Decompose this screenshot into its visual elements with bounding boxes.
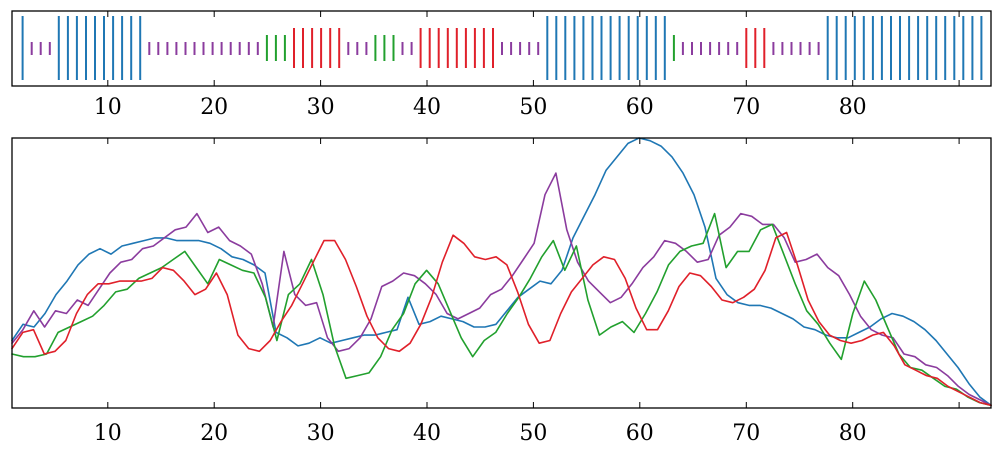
sequence-axis-ticks: 10 20 30 40 50 60 70 80 xyxy=(94,11,960,120)
line-tick-label: 40 xyxy=(413,421,441,446)
line-tick-label: 80 xyxy=(839,421,867,446)
sequence-tick-label: 30 xyxy=(307,95,335,120)
line-tick-label: 70 xyxy=(732,421,760,446)
sequence-tick-label: 10 xyxy=(94,95,122,120)
series-line-red xyxy=(11,231,992,407)
sequence-tick-label: 20 xyxy=(200,95,228,120)
sequence-tick-label: 50 xyxy=(519,95,547,120)
sequence-tick-label: 60 xyxy=(626,95,654,120)
line-axis-ticks: 10 20 30 40 50 60 70 80 xyxy=(94,138,960,446)
sequence-tick-label: 80 xyxy=(839,95,867,120)
line-tick-label: 30 xyxy=(307,421,335,446)
line-tick-label: 60 xyxy=(626,421,654,446)
sequence-marks xyxy=(21,16,983,80)
line-series-group xyxy=(11,137,992,407)
line-tick-label: 10 xyxy=(94,421,122,446)
series-line-blue xyxy=(11,137,992,407)
series-line-purple xyxy=(11,172,992,407)
line-panel-frame xyxy=(11,137,992,409)
sequence-panel-frame xyxy=(11,10,992,87)
line-panel: 10 20 30 40 50 60 70 80 xyxy=(11,137,992,446)
sequence-panel: 10 20 30 40 50 60 70 80 xyxy=(11,10,992,120)
series-line-green xyxy=(11,212,992,407)
sequence-tick-label: 70 xyxy=(732,95,760,120)
line-tick-label: 50 xyxy=(519,421,547,446)
line-tick-label: 20 xyxy=(200,421,228,446)
sequence-tick-label: 40 xyxy=(413,95,441,120)
